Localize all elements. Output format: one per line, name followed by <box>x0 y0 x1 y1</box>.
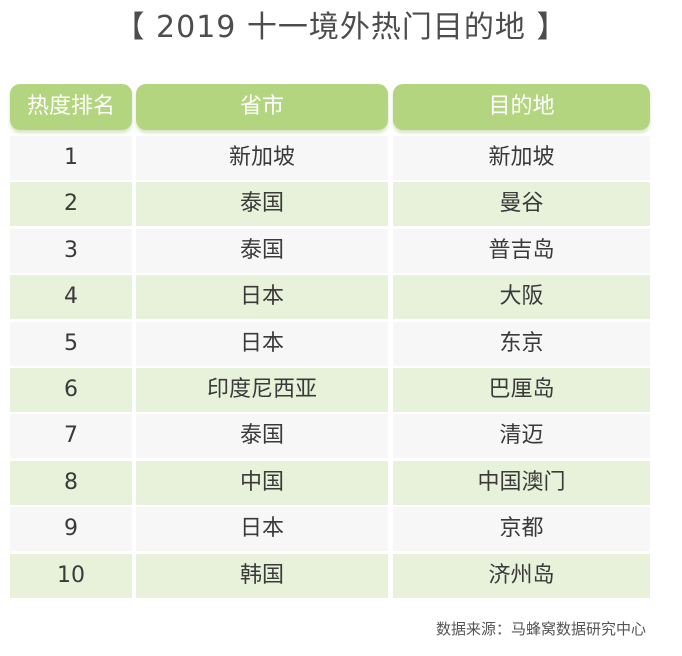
rank-cell: 3 <box>10 228 132 273</box>
province-cell: 印度尼西亚 <box>136 367 388 412</box>
destination-cell: 新加坡 <box>393 136 650 180</box>
header-destination: 目的地 <box>393 84 650 130</box>
province-cell: 日本 <box>136 321 388 366</box>
table-header: 热度排名 省市 目的地 <box>10 84 650 136</box>
table-row: 6 印度尼西亚 巴厘岛 <box>10 367 650 414</box>
rank-cell: 9 <box>10 507 132 552</box>
province-cell: 泰国 <box>136 182 388 227</box>
data-source-note: 数据来源：马蜂窝数据研究中心 <box>435 620 646 638</box>
destination-cell: 东京 <box>393 321 650 366</box>
header-province: 省市 <box>136 84 388 130</box>
province-cell: 日本 <box>136 275 388 320</box>
table-row: 2 泰国 曼谷 <box>10 182 650 228</box>
province-cell: 日本 <box>136 507 388 552</box>
table-row: 1 新加坡 新加坡 <box>10 136 650 182</box>
destination-cell: 清迈 <box>393 414 650 459</box>
table-row: 5 日本 东京 <box>10 321 650 368</box>
destinations-table: 热度排名 省市 目的地 1 新加坡 新加坡 2 泰国 曼谷 3 泰国 普吉岛 4… <box>10 84 650 600</box>
rank-cell: 5 <box>10 321 132 366</box>
destination-cell: 中国澳门 <box>393 460 650 505</box>
destination-cell: 曼谷 <box>393 182 650 227</box>
rank-cell: 4 <box>10 275 132 320</box>
page-title: 【 2019 十一境外热门目的地 】 <box>114 10 568 45</box>
table-row: 3 泰国 普吉岛 <box>10 228 650 275</box>
rank-cell: 6 <box>10 367 132 412</box>
table-row: 9 日本 京都 <box>10 507 650 553</box>
table-row: 4 日本 大阪 <box>10 275 650 321</box>
province-cell: 中国 <box>136 460 388 505</box>
table-row: 7 泰国 清迈 <box>10 414 650 460</box>
rank-cell: 7 <box>10 414 132 459</box>
province-cell: 韩国 <box>136 553 388 598</box>
province-cell: 泰国 <box>136 228 388 273</box>
header-rank: 热度排名 <box>10 84 132 130</box>
rank-cell: 8 <box>10 460 132 505</box>
destination-cell: 大阪 <box>393 275 650 320</box>
destination-cell: 京都 <box>393 507 650 552</box>
rank-cell: 1 <box>10 136 132 180</box>
rank-cell: 10 <box>10 553 132 598</box>
province-cell: 泰国 <box>136 414 388 459</box>
destination-cell: 巴厘岛 <box>393 367 650 412</box>
destination-cell: 济州岛 <box>393 553 650 598</box>
destination-cell: 普吉岛 <box>393 228 650 273</box>
table-row: 8 中国 中国澳门 <box>10 460 650 507</box>
province-cell: 新加坡 <box>136 136 388 180</box>
rank-cell: 2 <box>10 182 132 227</box>
table-row: 10 韩国 济州岛 <box>10 553 650 600</box>
